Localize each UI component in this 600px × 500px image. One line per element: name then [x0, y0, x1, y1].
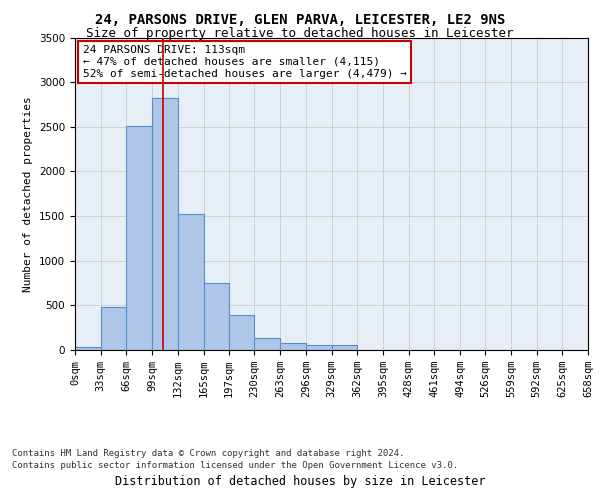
Bar	[229, 315, 254, 350]
Bar	[127, 126, 152, 350]
Bar	[75, 348, 101, 350]
Bar	[306, 345, 331, 350]
Y-axis label: Number of detached properties: Number of detached properties	[23, 96, 34, 292]
Text: 24, PARSONS DRIVE, GLEN PARVA, LEICESTER, LE2 9NS: 24, PARSONS DRIVE, GLEN PARVA, LEICESTER…	[95, 12, 505, 26]
Text: Size of property relative to detached houses in Leicester: Size of property relative to detached ho…	[86, 28, 514, 40]
Bar	[254, 338, 280, 350]
Bar	[178, 214, 203, 350]
Text: Distribution of detached houses by size in Leicester: Distribution of detached houses by size …	[115, 474, 485, 488]
Bar	[280, 344, 306, 350]
Text: Contains public sector information licensed under the Open Government Licence v3: Contains public sector information licen…	[12, 461, 458, 470]
Bar	[101, 307, 127, 350]
Text: Contains HM Land Registry data © Crown copyright and database right 2024.: Contains HM Land Registry data © Crown c…	[12, 448, 404, 458]
Bar	[203, 283, 229, 350]
Bar	[331, 345, 357, 350]
Text: 24 PARSONS DRIVE: 113sqm
← 47% of detached houses are smaller (4,115)
52% of sem: 24 PARSONS DRIVE: 113sqm ← 47% of detach…	[83, 46, 407, 78]
Bar	[152, 98, 178, 350]
